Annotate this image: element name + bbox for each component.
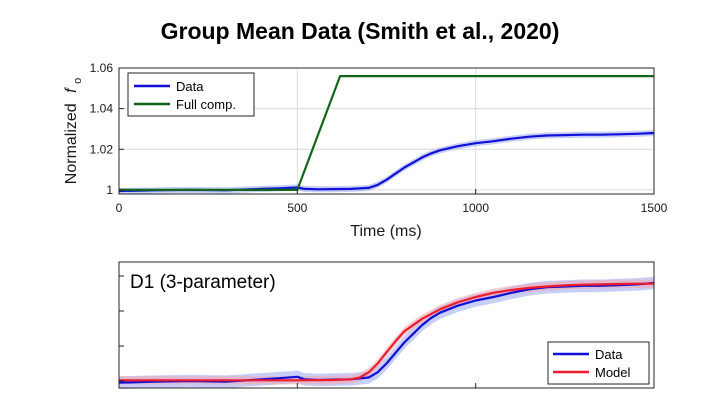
legend-label-data-bottom: Data — [595, 347, 623, 362]
y-axis-label-sub: o — [72, 78, 84, 84]
legend-label-full-comp: Full comp. — [176, 97, 236, 112]
legend-top: Data Full comp. — [127, 72, 255, 117]
legend-label-model: Model — [595, 365, 631, 380]
legend-label-data: Data — [176, 79, 204, 94]
bands-top — [119, 130, 654, 194]
y-axis-label-symbol: f — [63, 87, 80, 93]
y-axis-label-main: Normalized — [63, 103, 80, 184]
legend-bottom: Data Model — [547, 341, 650, 385]
error-band-data — [119, 130, 654, 194]
x-tick-label: 1500 — [641, 201, 668, 215]
series-line-full-comp — [119, 74, 654, 191]
series-lines-top — [118, 74, 655, 193]
legend-box-bottom — [547, 341, 650, 385]
chart-bottom: D1 (3-parameter) Data Model — [118, 261, 655, 389]
axes-box-bottom — [118, 261, 655, 389]
x-axis-label: Time (ms) — [350, 223, 421, 240]
series-line-model — [119, 282, 654, 382]
series-line-data — [118, 131, 655, 193]
ticks-bottom — [118, 275, 655, 388]
chart-top: 0 500 1000 1500 1 1.02 1.04 1.06 Time (ms) Norm… — [63, 61, 668, 240]
y-tick-label: 1.04 — [90, 102, 114, 116]
x-tick-label: 0 — [116, 201, 123, 215]
ticks-top: 0 500 1000 1500 1 1.02 1.04 1.06 — [90, 61, 668, 215]
panel-title-d1: D1 (3-parameter) — [130, 272, 276, 293]
y-tick-label: 1.02 — [90, 142, 114, 156]
y-axis-label: Normalized f o — [63, 78, 84, 184]
y-tick-label: 1.06 — [90, 61, 114, 75]
y-tick-label: 1 — [106, 183, 113, 197]
axes-box-top — [118, 67, 655, 195]
x-tick-label: 500 — [287, 201, 307, 215]
x-tick-label: 1000 — [462, 201, 489, 215]
slide-title: Group Mean Data (Smith et al., 2020) — [160, 18, 560, 44]
series-lines-bottom — [118, 281, 655, 384]
bands-bottom — [119, 276, 654, 389]
legend-box-top — [127, 72, 255, 117]
